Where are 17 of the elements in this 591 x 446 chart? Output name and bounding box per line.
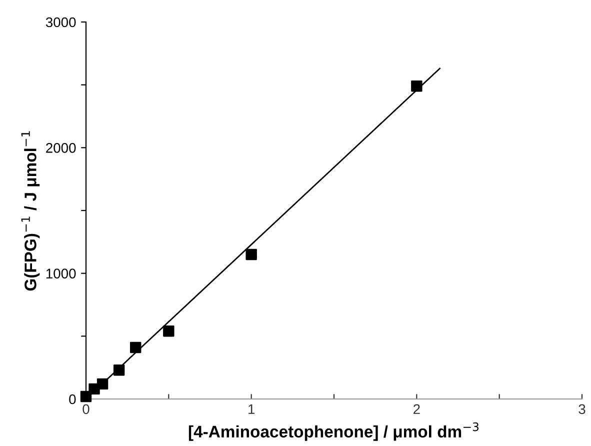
x-tick-label: 1 [248, 404, 255, 414]
y-tick-label: 3000 [46, 17, 76, 28]
x-axis-title: [4-Aminoacetophenone] / μmol dm$^{−3}$ [188, 422, 479, 441]
point [163, 326, 174, 337]
y-axis-title: G(FPG)$^{−1}$ / J μmol$^{−1}$ [21, 131, 40, 291]
y-tick-label: 1000 [46, 268, 76, 279]
x-tick-label: 3 [578, 404, 586, 414]
point [96, 378, 108, 390]
x-tick-label: 2 [414, 404, 420, 414]
point [130, 342, 142, 354]
y-tick-label: 0 [69, 394, 76, 404]
point [113, 364, 125, 376]
point [246, 248, 257, 260]
point [80, 390, 92, 402]
x-tick-label: 0 [82, 404, 90, 414]
point [411, 80, 422, 92]
y-tick-label: 2000 [46, 143, 76, 153]
